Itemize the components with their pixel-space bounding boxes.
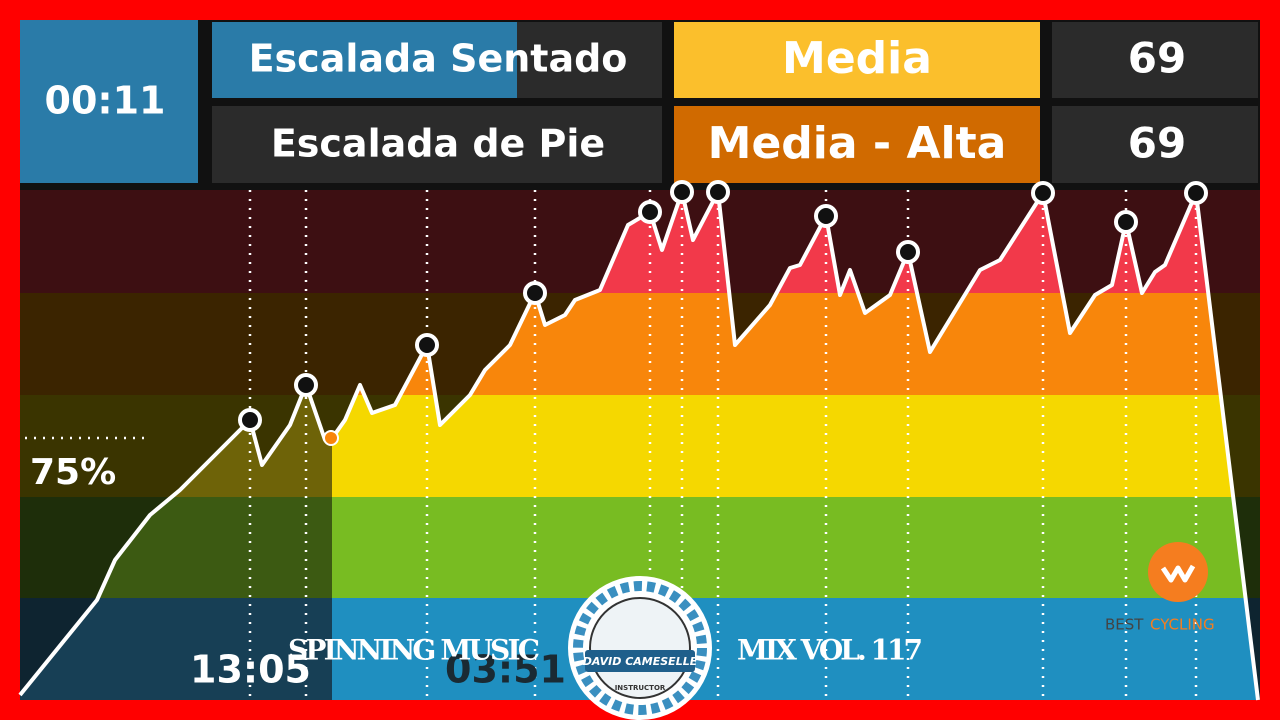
position bbox=[323, 430, 339, 446]
peak bbox=[1031, 181, 1055, 205]
peaks bbox=[238, 180, 1208, 432]
logo-banner bbox=[585, 650, 695, 672]
intensity-box bbox=[674, 22, 1040, 98]
instructor-logo: DAVID CAMESELLE INSTRUCTOR bbox=[568, 576, 712, 720]
segment-intensity: Media - Alta bbox=[708, 118, 1007, 169]
logo-inner bbox=[589, 597, 691, 699]
brand-mark bbox=[1160, 564, 1196, 583]
separator bbox=[20, 183, 1260, 190]
remaining: 03:51 bbox=[445, 648, 566, 692]
zone-active bbox=[332, 598, 1258, 700]
zone-active bbox=[332, 497, 1258, 598]
logo-role: INSTRUCTOR bbox=[615, 684, 666, 692]
elapsed: 13:05 bbox=[190, 648, 311, 692]
segment-intensity: Media bbox=[782, 33, 932, 84]
progress bbox=[212, 22, 517, 98]
brand-prefix: BEST bbox=[1105, 616, 1144, 634]
segment-dividers bbox=[25, 190, 1198, 700]
peak bbox=[1184, 181, 1208, 205]
intensity-box bbox=[674, 106, 1040, 183]
brand-logo: BEST CYCLING bbox=[1105, 542, 1215, 634]
peak bbox=[415, 333, 439, 357]
title-left: SPINNING MUSIC bbox=[288, 634, 540, 667]
value-box bbox=[1052, 22, 1258, 98]
peak bbox=[1114, 210, 1138, 234]
logo-name: DAVID CAMESELLE bbox=[583, 655, 698, 668]
segment-name: Escalada de Pie bbox=[271, 122, 605, 166]
value-box bbox=[1052, 106, 1258, 183]
peak bbox=[670, 180, 694, 204]
segment-value: 69 bbox=[1128, 34, 1186, 83]
peak bbox=[638, 200, 662, 224]
zone-label: 75% bbox=[30, 452, 116, 493]
peak bbox=[238, 408, 262, 432]
name-box bbox=[212, 106, 662, 183]
peak bbox=[814, 204, 838, 228]
brand-suffix: CYCLING bbox=[1150, 616, 1215, 634]
timer: 00:11 bbox=[45, 79, 166, 123]
logo-gear bbox=[573, 581, 707, 715]
segment-value: 69 bbox=[1128, 119, 1186, 168]
timer-box bbox=[20, 20, 198, 183]
segment-name: Escalada Sentado bbox=[249, 37, 628, 81]
peak bbox=[523, 281, 547, 305]
zone-active bbox=[332, 395, 1258, 497]
peak bbox=[294, 373, 318, 397]
title-right: MIX VOL. 117 bbox=[737, 634, 923, 667]
peak bbox=[896, 240, 920, 264]
peak bbox=[706, 180, 730, 204]
